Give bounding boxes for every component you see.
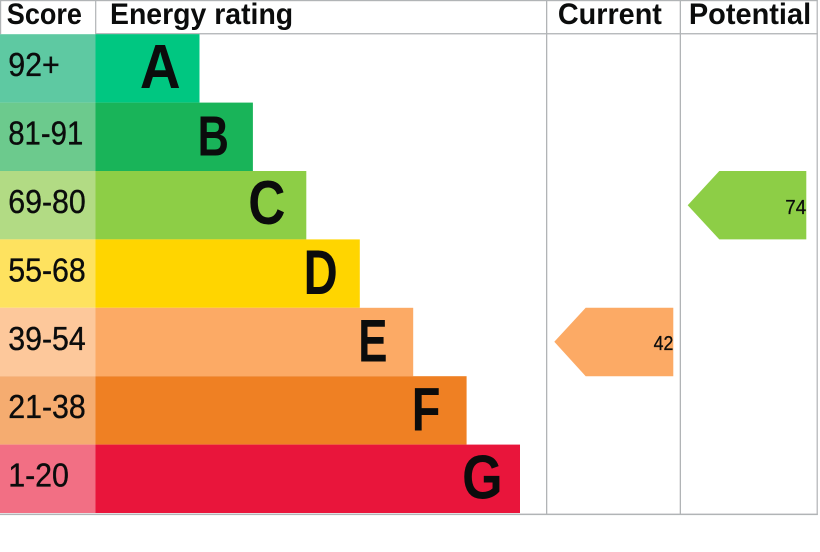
svg-text:42: 42 (654, 333, 674, 355)
svg-text:F: F (412, 375, 441, 443)
svg-text:21-38: 21-38 (8, 388, 86, 425)
svg-text:Score: Score (7, 0, 82, 30)
svg-text:1-20: 1-20 (8, 456, 69, 493)
svg-text:81-91: 81-91 (8, 115, 83, 152)
svg-text:92+: 92+ (8, 46, 59, 83)
svg-text:74: 74 (785, 196, 806, 219)
svg-text:C: C (248, 169, 285, 239)
svg-text:A: A (140, 32, 181, 102)
svg-text:39-54: 39-54 (8, 320, 86, 357)
svg-text:55-68: 55-68 (8, 251, 86, 288)
svg-text:D: D (304, 238, 338, 308)
svg-text:G: G (462, 443, 503, 512)
svg-text:Potential: Potential (689, 0, 811, 31)
svg-text:E: E (358, 308, 387, 375)
svg-text:B: B (198, 104, 229, 168)
svg-text:69-80: 69-80 (8, 183, 86, 220)
svg-text:Energy rating: Energy rating (110, 0, 293, 31)
svg-text:Current: Current (558, 0, 662, 31)
